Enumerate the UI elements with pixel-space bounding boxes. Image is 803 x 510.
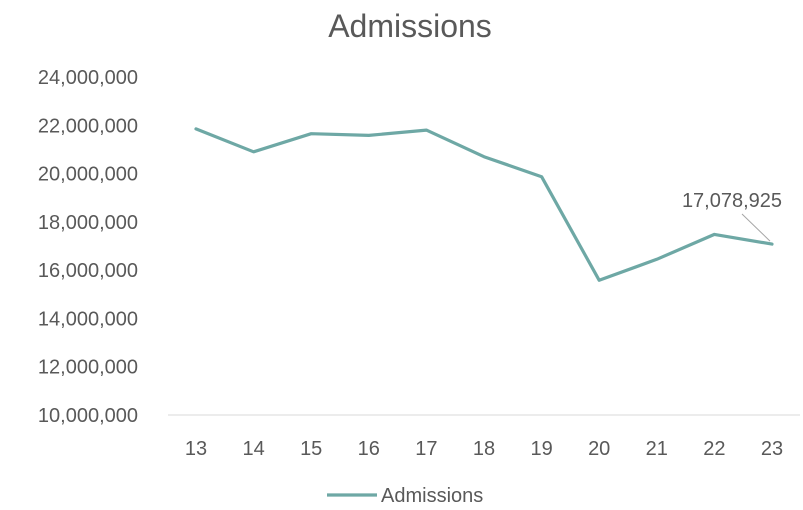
y-tick-label: 24,000,000 — [38, 67, 138, 89]
x-tick-label: 14 — [242, 438, 264, 460]
x-tick-label: 21 — [646, 438, 668, 460]
x-axis-tick-labels: 13 14 15 16 17 18 19 20 21 22 23 — [185, 438, 783, 460]
series-lines — [194, 127, 774, 282]
x-tick-label: 16 — [358, 438, 380, 460]
x-tick-label: 18 — [473, 438, 495, 460]
legend: Admissions — [327, 485, 483, 507]
chart-title: Admissions — [328, 8, 492, 44]
y-tick-label: 12,000,000 — [38, 357, 138, 379]
x-tick-label: 13 — [185, 438, 207, 460]
x-tick-label: 22 — [703, 438, 725, 460]
y-tick-label: 20,000,000 — [38, 164, 138, 186]
x-tick-label: 19 — [530, 438, 552, 460]
y-tick-label: 10,000,000 — [38, 405, 138, 427]
data-label-23: 17,078,925 — [682, 190, 782, 212]
x-tick-label: 15 — [300, 438, 322, 460]
y-axis-tick-labels: 24,000,000 22,000,000 20,000,000 18,000,000… — [38, 67, 138, 427]
legend-label: Admissions — [381, 485, 483, 507]
annotation-leader-line — [741, 213, 771, 242]
data-annotation: 17,078,925 — [682, 190, 782, 242]
y-tick-label: 22,000,000 — [38, 115, 138, 137]
y-tick-label: 18,000,000 — [38, 212, 138, 234]
x-tick-label: 20 — [588, 438, 610, 460]
y-tick-label: 16,000,000 — [38, 260, 138, 282]
x-tick-label: 23 — [761, 438, 783, 460]
y-tick-label: 14,000,000 — [38, 308, 138, 330]
x-tick-label: 17 — [415, 438, 437, 460]
series-line-admissions — [194, 127, 774, 282]
